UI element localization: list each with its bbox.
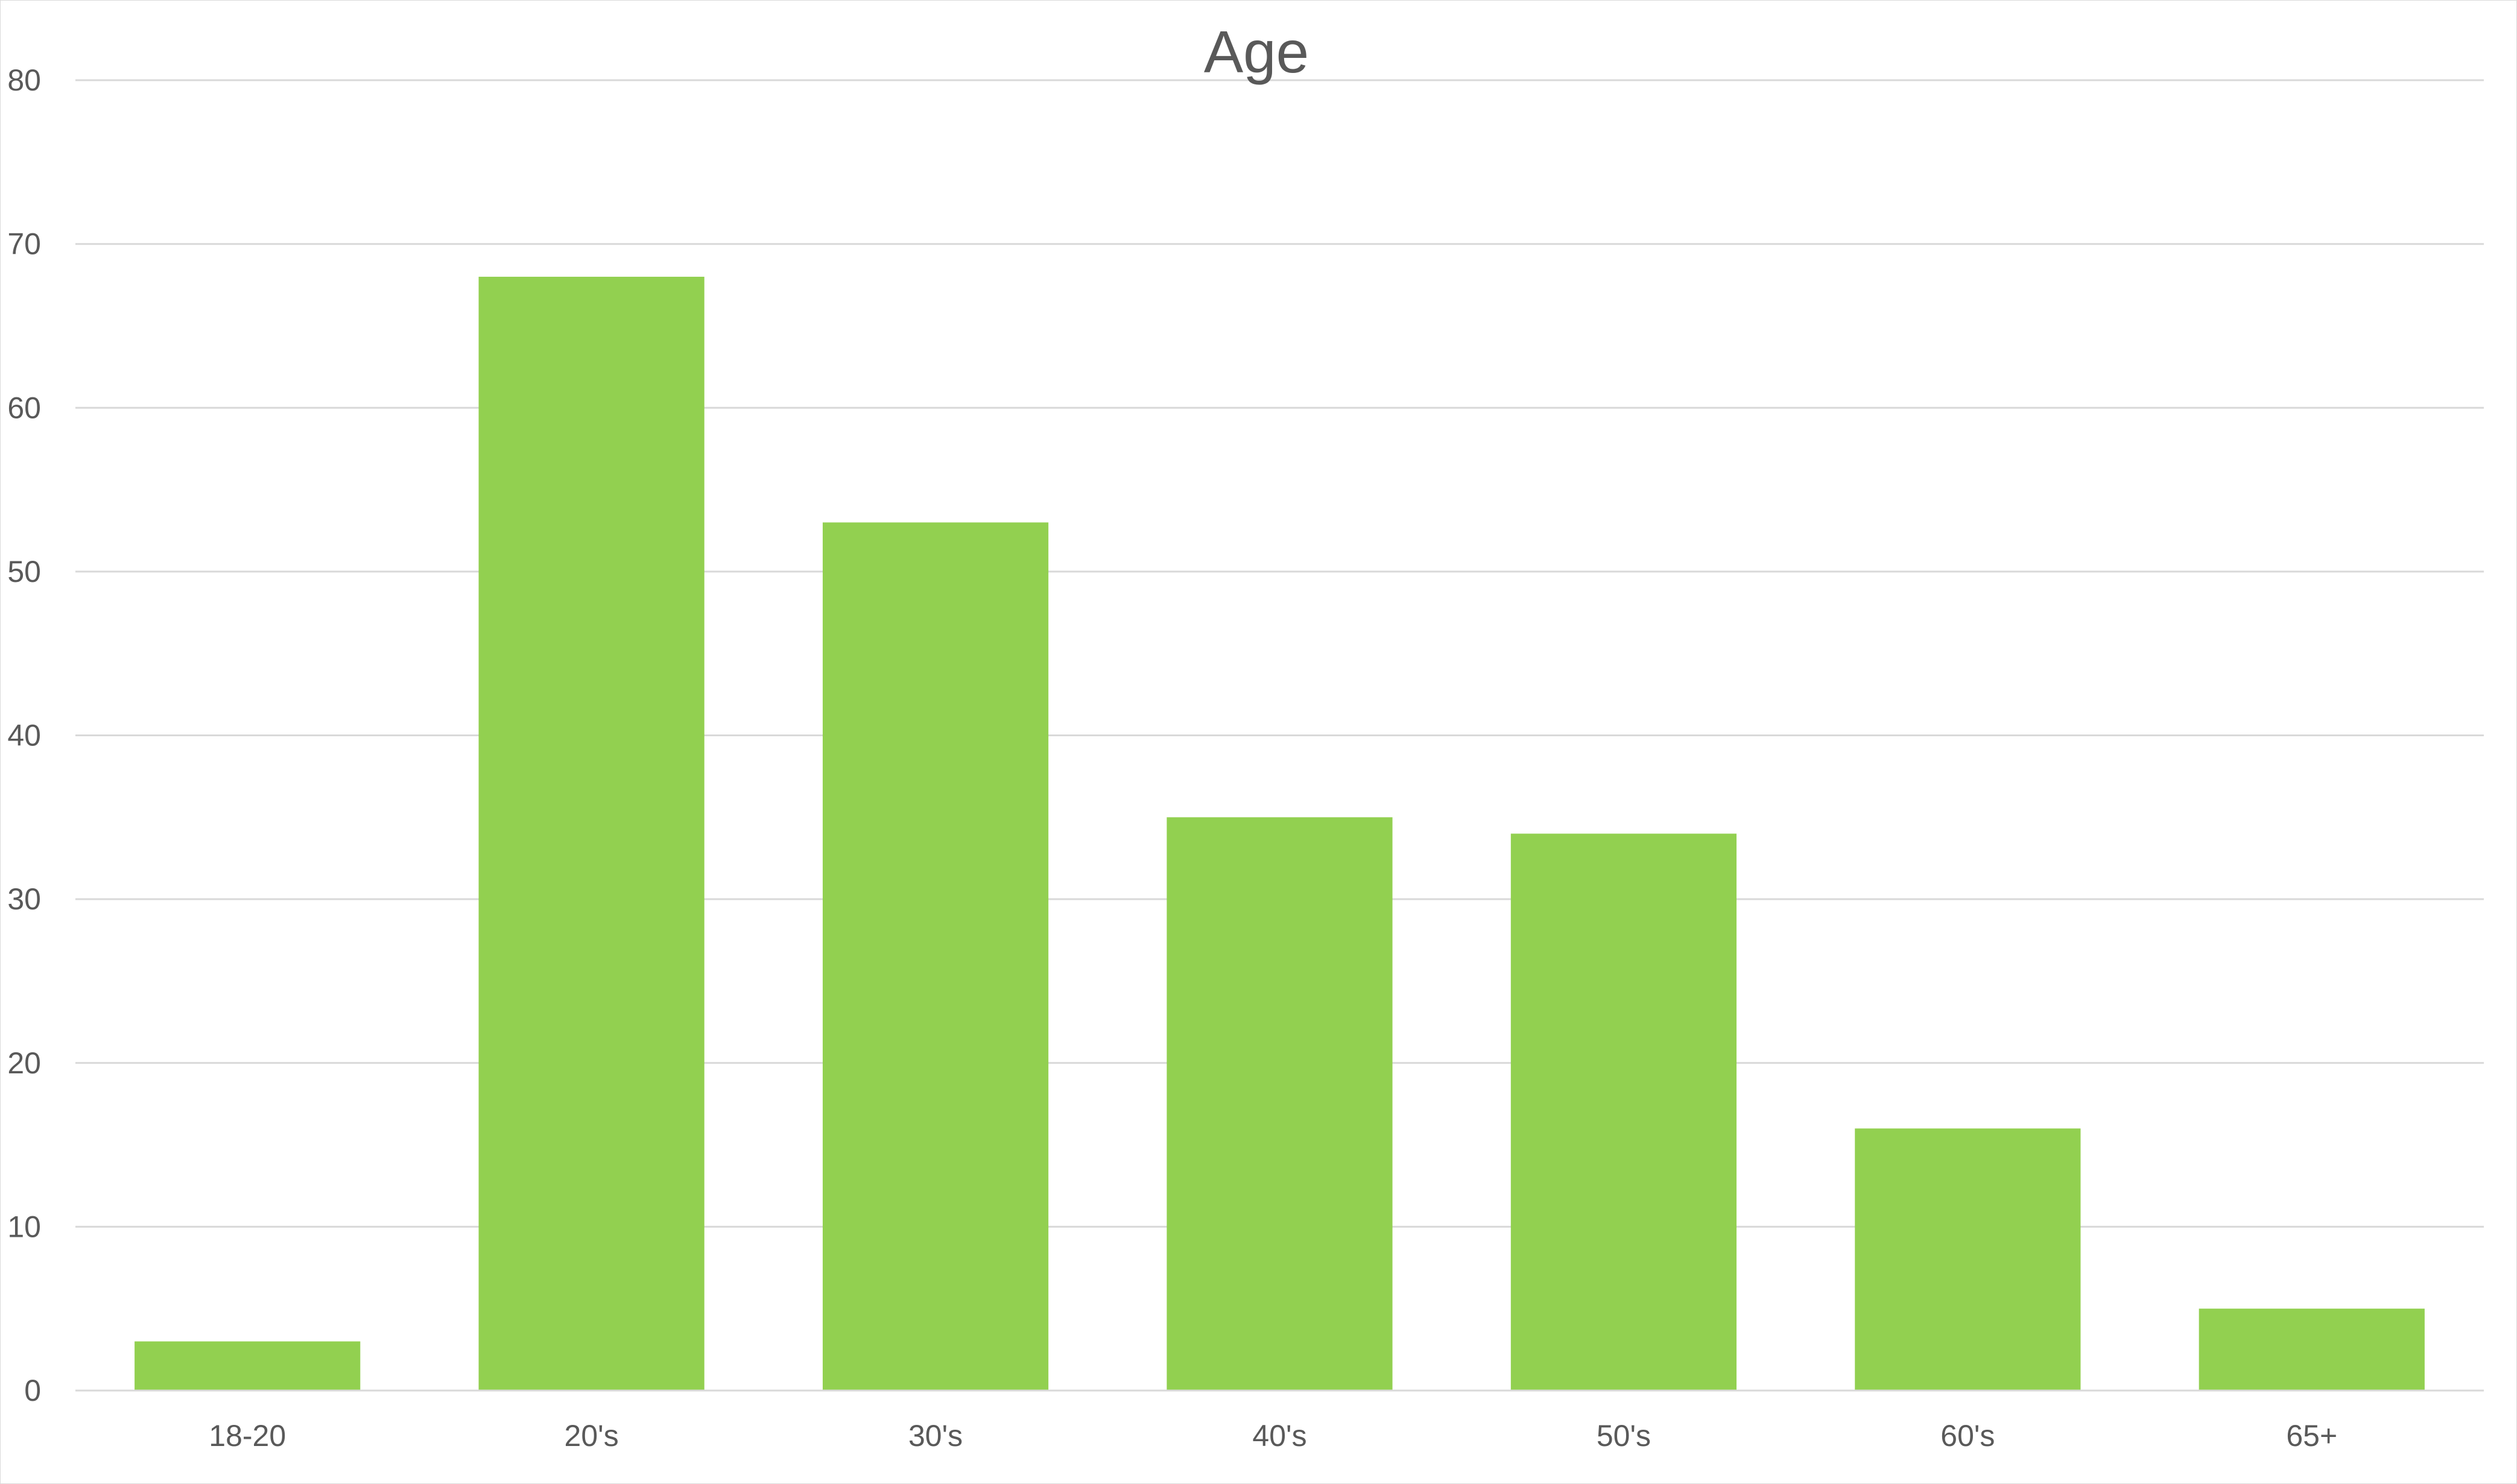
bar-30's: [822, 522, 1049, 1391]
x-tick-label: 40's: [1252, 1419, 1306, 1453]
x-tick-label: 18-20: [209, 1419, 286, 1453]
gridlines: [75, 79, 2484, 1228]
bar-18-20: [135, 1341, 361, 1391]
x-tick-label: 65+: [2286, 1419, 2337, 1453]
y-axis-tick-labels: 0 10 20 30 40 50 60 70 80: [7, 63, 41, 1407]
y-tick-label: 0: [24, 1374, 41, 1407]
bar-60's: [1855, 1128, 2081, 1391]
bar-20's: [478, 276, 704, 1391]
y-tick-label: 50: [7, 555, 41, 589]
chart-title: Age: [1204, 19, 1309, 85]
x-tick-label: 50's: [1597, 1419, 1651, 1453]
x-tick-label: 20's: [565, 1419, 619, 1453]
bars: [135, 276, 2425, 1391]
x-tick-label: 60's: [1940, 1419, 1995, 1453]
bar-65+: [2199, 1309, 2425, 1391]
y-tick-label: 10: [7, 1210, 41, 1243]
bar-50's: [1510, 833, 1737, 1391]
y-tick-label: 30: [7, 882, 41, 916]
y-tick-label: 70: [7, 227, 41, 261]
x-axis-tick-labels: 18-20 20's 30's 40's 50's 60's 65+: [209, 1419, 2337, 1453]
y-tick-label: 60: [7, 391, 41, 425]
y-tick-label: 20: [7, 1046, 41, 1080]
y-tick-label: 80: [7, 63, 41, 97]
y-tick-label: 40: [7, 719, 41, 753]
x-tick-label: 30's: [908, 1419, 963, 1453]
bar-40's: [1167, 817, 1393, 1391]
